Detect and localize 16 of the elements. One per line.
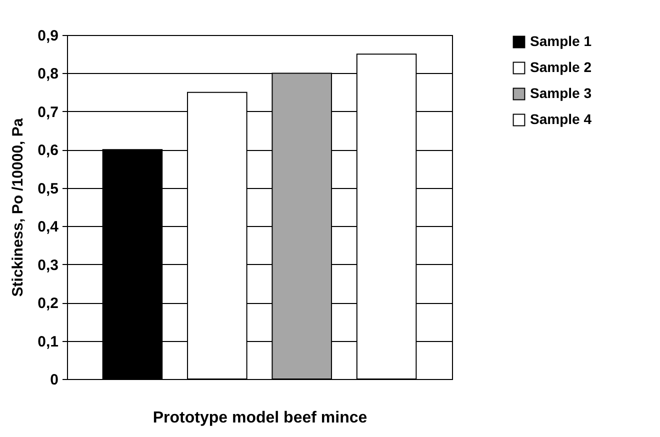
y-tick-label: 0,7 — [38, 104, 58, 121]
legend-label: Sample 1 — [530, 33, 592, 49]
legend-label: Sample 4 — [530, 111, 592, 127]
y-tick-label: 0,9 — [38, 28, 58, 44]
y-tick-label: 0,1 — [38, 333, 58, 350]
y-tick-label: 0 — [50, 372, 58, 388]
y-tick-label: 0,4 — [38, 218, 60, 236]
y-tick-label: 0,8 — [38, 66, 58, 83]
y-tick-label: 0,6 — [38, 142, 58, 160]
legend-label: Sample 2 — [530, 59, 592, 75]
y-tick-label: 0,2 — [38, 295, 58, 312]
y-tick-label: 0,3 — [38, 256, 58, 274]
y-axis-title: Stickiness, Po /10000, Pa — [10, 118, 27, 297]
legend-label: Sample 3 — [530, 85, 592, 101]
x-axis-title: Prototype model beef mince — [152, 410, 368, 426]
y-tick-label: 0,5 — [38, 180, 58, 198]
